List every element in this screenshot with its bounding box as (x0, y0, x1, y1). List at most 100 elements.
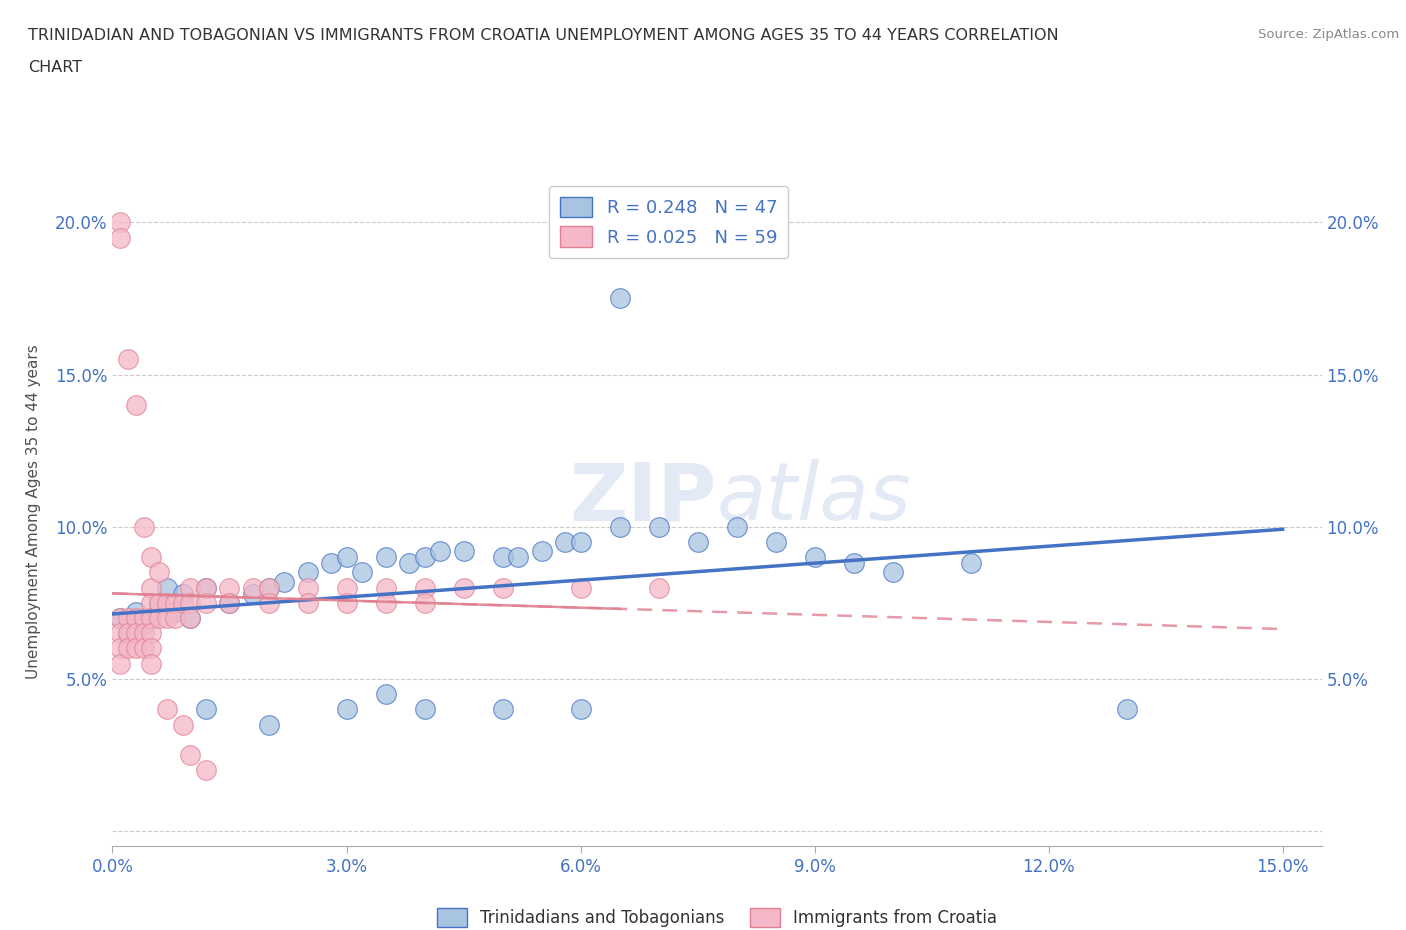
Point (132, 617, 155, 631)
Point (117, 352, 139, 366)
Point (242, 580, 264, 595)
Point (335, 580, 357, 595)
Point (141, 550, 163, 565)
Point (725, 519, 748, 534)
Point (569, 580, 592, 595)
Point (413, 580, 436, 595)
Point (110, 611, 132, 626)
Text: TRINIDADIAN AND TOBAGONIAN VS IMMIGRANTS FROM CROATIA UNEMPLOYMENT AMONG AGES 35: TRINIDADIAN AND TOBAGONIAN VS IMMIGRANTS… (28, 28, 1059, 43)
Point (374, 580, 396, 595)
Point (141, 595, 163, 610)
Point (125, 604, 148, 619)
Point (110, 230, 132, 245)
Text: atlas: atlas (717, 459, 912, 538)
Point (297, 565, 319, 579)
Point (141, 641, 163, 656)
Point (352, 565, 374, 579)
Point (132, 641, 155, 656)
Point (179, 595, 201, 610)
Point (319, 556, 342, 571)
Point (179, 748, 201, 763)
Point (141, 611, 163, 626)
Point (163, 595, 186, 610)
Point (156, 702, 179, 717)
Point (257, 580, 280, 595)
Y-axis label: Unemployment Among Ages 35 to 44 years: Unemployment Among Ages 35 to 44 years (27, 344, 41, 679)
Point (508, 550, 530, 565)
Point (647, 580, 669, 595)
Point (335, 550, 357, 565)
Point (132, 519, 155, 534)
Text: ZIP: ZIP (569, 459, 717, 538)
Point (117, 626, 139, 641)
Text: Source: ZipAtlas.com: Source: ZipAtlas.com (1258, 28, 1399, 41)
Point (172, 586, 194, 601)
Point (163, 611, 186, 626)
Point (569, 535, 592, 550)
Point (374, 595, 396, 610)
Point (803, 550, 825, 565)
Point (179, 611, 201, 626)
Point (148, 565, 170, 579)
Point (413, 550, 436, 565)
Point (609, 291, 631, 306)
Point (297, 580, 319, 595)
Point (273, 574, 295, 589)
Point (125, 611, 148, 626)
Point (117, 641, 139, 656)
Point (257, 717, 280, 732)
Point (765, 535, 787, 550)
Point (141, 611, 163, 626)
Point (195, 580, 218, 595)
Point (172, 717, 194, 732)
Point (110, 215, 132, 230)
Point (374, 686, 396, 701)
Point (257, 580, 280, 595)
Point (156, 611, 179, 626)
Point (413, 702, 436, 717)
Point (1115, 702, 1137, 717)
Point (242, 586, 264, 601)
Point (453, 544, 475, 559)
Point (257, 595, 280, 610)
Point (335, 702, 357, 717)
Point (117, 611, 139, 626)
Point (554, 535, 576, 550)
Point (148, 595, 170, 610)
Point (195, 595, 218, 610)
Point (335, 595, 357, 610)
Point (374, 550, 396, 565)
Point (110, 611, 132, 626)
Point (110, 626, 132, 641)
Point (156, 595, 179, 610)
Point (218, 580, 240, 595)
Point (132, 626, 155, 641)
Point (110, 641, 132, 656)
Point (297, 595, 319, 610)
Point (195, 763, 218, 777)
Point (647, 519, 669, 534)
Point (453, 580, 475, 595)
Point (959, 556, 981, 571)
Text: CHART: CHART (28, 60, 82, 75)
Point (141, 580, 163, 595)
Point (569, 702, 592, 717)
Point (141, 657, 163, 671)
Point (148, 595, 170, 610)
Point (163, 604, 186, 619)
Point (491, 580, 513, 595)
Point (842, 556, 865, 571)
Point (179, 580, 201, 595)
Point (218, 595, 240, 610)
Legend: Trinidadians and Tobagonians, Immigrants from Croatia: Trinidadians and Tobagonians, Immigrants… (430, 901, 1004, 930)
Point (686, 535, 709, 550)
Point (429, 544, 451, 559)
Point (398, 556, 420, 571)
Point (125, 626, 148, 641)
Point (110, 657, 132, 671)
Point (132, 611, 155, 626)
Point (156, 580, 179, 595)
Point (882, 565, 904, 579)
Point (117, 626, 139, 641)
Point (530, 544, 553, 559)
